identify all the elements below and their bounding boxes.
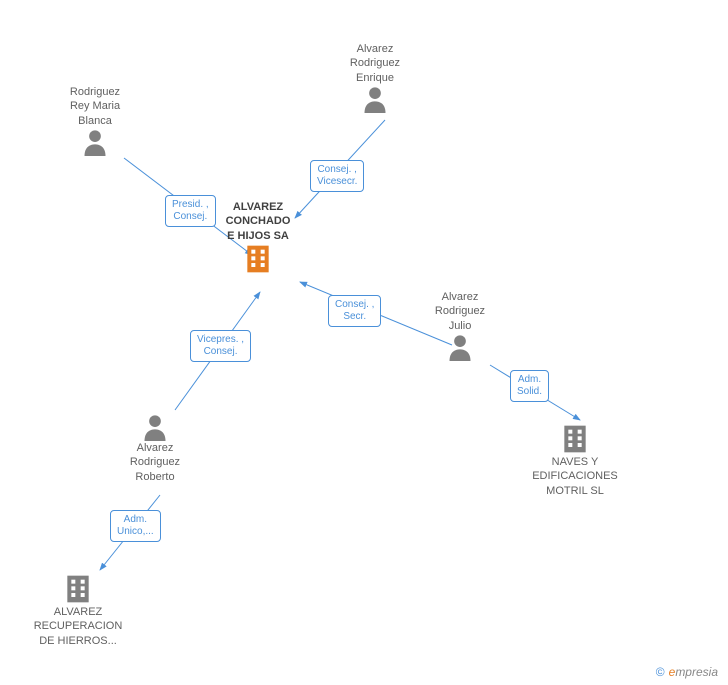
node-label: AlvarezRodriguezEnrique <box>330 42 420 85</box>
node-label: NAVES YEDIFICACIONESMOTRIL SL <box>525 455 625 498</box>
edge-label: Consej. ,Vicesecr. <box>310 160 364 192</box>
person-icon <box>361 85 389 113</box>
node-label: ALVAREZRECUPERACIONDE HIERROS... <box>28 605 128 648</box>
node-center: ALVAREZCONCHADOE HIJOS SA <box>213 200 303 275</box>
node-label: AlvarezRodriguezJulio <box>415 290 505 333</box>
building-icon <box>242 243 274 275</box>
watermark-brand-rest: mpresia <box>675 665 718 679</box>
person-icon <box>141 413 169 441</box>
node-label: AlvarezRodriguezRoberto <box>105 441 205 484</box>
copyright-symbol: © <box>656 665 665 679</box>
node-alvarez_enrique: AlvarezRodriguezEnrique <box>330 42 420 113</box>
node-rodriguez_rey: RodriguezRey MariaBlanca <box>50 85 140 156</box>
node-label: ALVAREZCONCHADOE HIJOS SA <box>213 200 303 243</box>
edge-label: Adm.Solid. <box>510 370 549 402</box>
edge-label: Consej. ,Secr. <box>328 295 381 327</box>
node-recuperacion: ALVAREZRECUPERACIONDE HIERROS... <box>28 573 128 648</box>
node-alvarez_julio: AlvarezRodriguezJulio <box>415 290 505 361</box>
person-icon <box>446 333 474 361</box>
person-icon <box>81 128 109 156</box>
building-icon <box>559 423 591 455</box>
watermark: ©empresia <box>656 665 718 679</box>
node-naves: NAVES YEDIFICACIONESMOTRIL SL <box>525 423 625 498</box>
node-label: RodriguezRey MariaBlanca <box>50 85 140 128</box>
edge-label: Adm.Unico,... <box>110 510 161 542</box>
node-alvarez_roberto: AlvarezRodriguezRoberto <box>105 413 205 484</box>
building-icon <box>62 573 94 605</box>
edge-label: Presid. ,Consej. <box>165 195 216 227</box>
edge-label: Vicepres. ,Consej. <box>190 330 251 362</box>
